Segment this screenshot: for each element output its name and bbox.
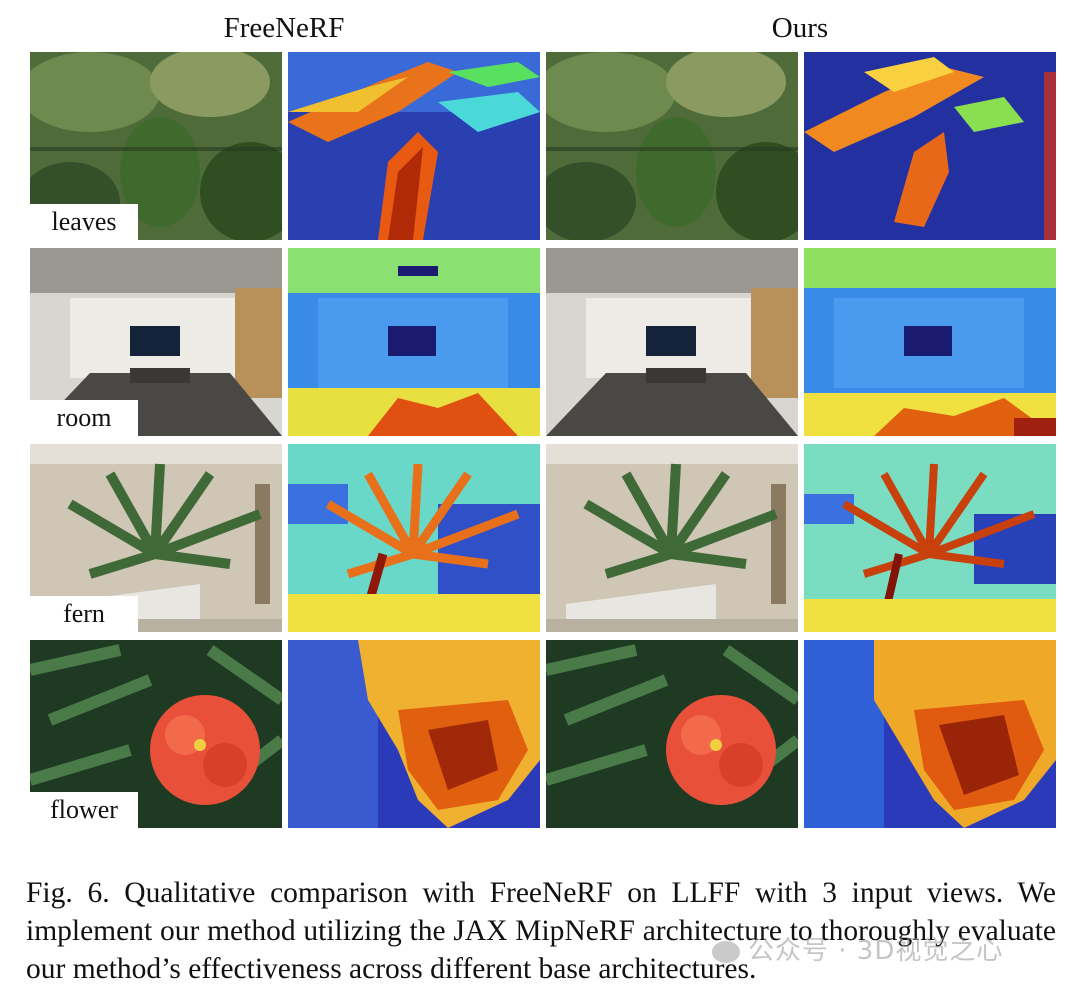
watermark: 公众号 · 3D视觉之心	[712, 930, 1003, 967]
wechat-icon	[712, 940, 740, 963]
depth-map-flower-freenerf	[288, 640, 540, 828]
depth-map-room-ours	[804, 248, 1056, 436]
depth-map-fern-ours	[804, 444, 1056, 632]
depth-map-leaves-ours	[804, 52, 1056, 240]
watermark-text: 公众号 · 3D视觉之心	[748, 936, 1004, 966]
scene-label-leaves: leaves	[30, 204, 138, 240]
rgb-image-fern-ours	[546, 444, 798, 632]
scene-label-flower: flower	[30, 792, 138, 828]
scene-label-room: room	[30, 400, 138, 436]
figure-caption: Fig. 6. Qualitative comparison with Free…	[26, 874, 1056, 988]
rgb-image-room-ours	[546, 248, 798, 436]
scene-label-fern: fern	[30, 596, 138, 632]
column-header-ours: Ours	[771, 12, 829, 44]
rgb-image-leaves-ours	[546, 52, 798, 240]
rgb-image-fern-freenerf: fern	[30, 444, 282, 632]
rgb-image-flower-freenerf: flower	[30, 640, 282, 828]
caption-text: Fig. 6. Qualitative comparison with Free…	[26, 877, 1056, 985]
depth-map-room-freenerf	[288, 248, 540, 436]
rgb-image-flower-ours	[546, 640, 798, 828]
depth-map-fern-freenerf	[288, 444, 540, 632]
depth-map-leaves-freenerf	[288, 52, 540, 240]
rgb-image-leaves-freenerf: leaves	[30, 52, 282, 240]
rgb-image-room-freenerf: room	[30, 248, 282, 436]
column-header-freenerf: FreeNeRF	[223, 12, 345, 44]
depth-map-flower-ours	[804, 640, 1056, 828]
